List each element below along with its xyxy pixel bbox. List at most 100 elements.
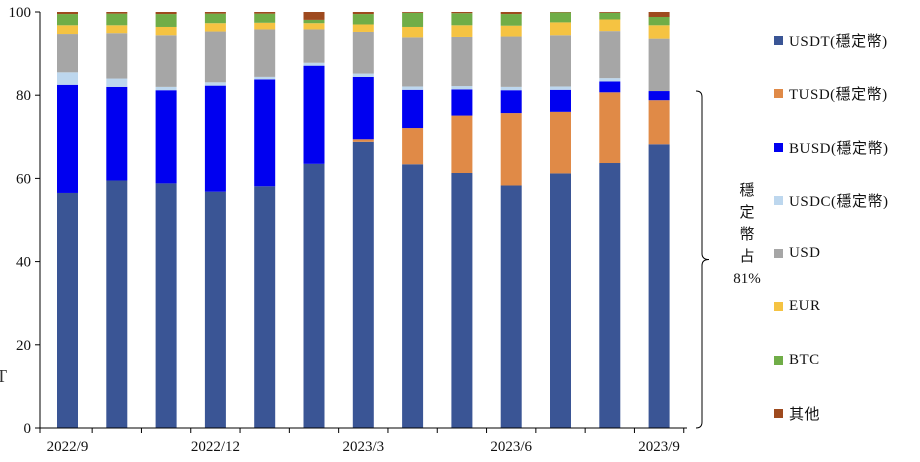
legend-swatch [774, 35, 783, 45]
bar-segment [155, 35, 177, 87]
bar-segment [402, 164, 424, 429]
legend-swatch [774, 248, 783, 258]
bar-segment [402, 128, 424, 165]
bar-segment [648, 144, 670, 428]
bar-segment [648, 91, 670, 101]
bar-segment [155, 12, 177, 15]
bar-segment [204, 12, 226, 14]
bar-segment [648, 38, 670, 92]
legend-item: USDT(穩定幣) [774, 30, 888, 50]
bar-segment [57, 72, 78, 85]
bar-segment [402, 37, 424, 87]
cut-off-text: T [0, 366, 7, 386]
bar-segment [155, 26, 177, 36]
x-tick-label: 2023/3 [342, 439, 384, 455]
x-tick-label: 2022/12 [191, 439, 240, 455]
bar-segment [648, 16, 670, 26]
bar-segment [57, 34, 78, 73]
y-tick-label: 0 [24, 421, 32, 437]
legend-item: TUSD(穩定幣) [774, 83, 888, 103]
bar-segment [106, 12, 128, 14]
bar-segment [599, 78, 621, 82]
bar-segment [599, 163, 621, 428]
bar-segment [500, 36, 522, 87]
bar-segment [599, 81, 621, 93]
legend-swatch [774, 88, 783, 98]
legend-swatch [774, 408, 783, 418]
bar-segment [254, 22, 276, 30]
bracket-char: 占 [739, 249, 755, 265]
bar-segment [599, 12, 621, 13]
legend-swatch [774, 355, 783, 365]
bar-segment [303, 65, 325, 164]
y-tick-label: 40 [16, 255, 31, 271]
bracket-path [695, 90, 710, 429]
bar-segment [352, 141, 374, 429]
bracket-char: 幣 [739, 227, 755, 243]
y-tick-label: 60 [16, 171, 31, 187]
bar-segment [500, 90, 522, 114]
bar-segment [204, 85, 226, 192]
legend-label: BUSD(穩定幣) [789, 140, 889, 157]
bar-segment [451, 86, 473, 90]
bar-segment [106, 78, 128, 87]
y-tick-label: 80 [16, 88, 31, 104]
bar-segment [254, 186, 276, 428]
bar-segment [402, 86, 424, 90]
bar-segment [550, 22, 571, 36]
bar-segment [57, 14, 78, 26]
bar-segment [254, 13, 276, 23]
legend-item: BUSD(穩定幣) [774, 137, 889, 157]
bar-segment [451, 13, 473, 26]
bar-segment [303, 163, 325, 428]
bar-segment [303, 29, 325, 63]
bar-segment [500, 86, 522, 91]
bar-segment [106, 180, 128, 428]
bar-segment [599, 92, 621, 164]
legend-swatch [774, 142, 783, 152]
bar-segment [500, 185, 522, 428]
bar-segment [352, 12, 374, 15]
bar-segment [451, 115, 473, 173]
bar-segment [303, 12, 325, 20]
bar-segment [402, 26, 424, 38]
bar-segment [106, 86, 128, 181]
bar-segment [106, 25, 128, 34]
x-tick-label: 2022/9 [47, 439, 89, 455]
bracket-label: 穩定幣占 81% [722, 180, 772, 290]
bracket-char: 定 [739, 205, 755, 221]
x-tick-label: 2023/6 [490, 439, 532, 455]
bar-segment [550, 111, 571, 174]
share-bracket [695, 90, 710, 429]
bar-segment [402, 12, 424, 13]
legend-item: 其他 [774, 403, 820, 423]
legend-label: 其他 [789, 406, 821, 423]
bar-segment [599, 19, 621, 32]
bar-segment [57, 25, 78, 35]
bar-segment [402, 89, 424, 129]
bar-segment [204, 13, 226, 24]
bar-segment [303, 62, 325, 66]
legend-label: USDC(穩定幣) [789, 193, 889, 210]
bar-segment [254, 76, 276, 80]
bar-segment [303, 19, 325, 24]
bar-segment [155, 183, 177, 428]
legend-swatch [774, 301, 783, 311]
bar-segment [204, 31, 226, 83]
bracket-char: 穩 [739, 183, 755, 199]
bar-segment [106, 13, 128, 26]
bar-segment [254, 79, 276, 187]
bar-segment [451, 25, 473, 37]
bar-segment [550, 173, 571, 428]
bar-segment [550, 12, 571, 23]
bar-segment [550, 86, 571, 90]
bar-segment [550, 89, 571, 112]
x-tick-label: 2023/9 [638, 439, 680, 455]
bar-segment [599, 31, 621, 79]
bar-segment [57, 12, 78, 15]
bar-segment [500, 12, 522, 15]
bar-segment [648, 12, 670, 17]
bar-segment [500, 113, 522, 186]
bar-segment [550, 35, 571, 87]
